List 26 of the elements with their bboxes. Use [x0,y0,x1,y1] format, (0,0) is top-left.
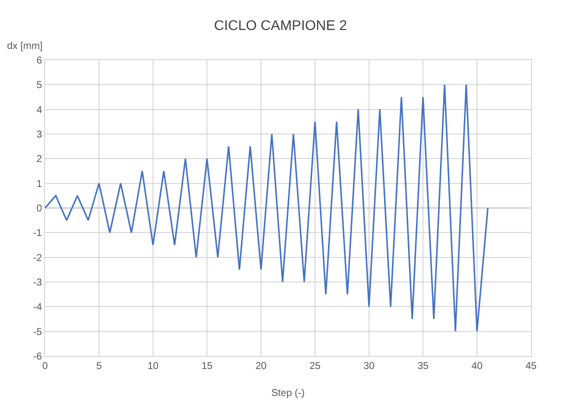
y-tick-label: 4 [36,104,42,116]
y-tick-label: -2 [33,252,42,264]
x-tick-label: 40 [471,361,483,372]
y-tick-label: -4 [33,302,42,314]
y-tick-label: -1 [33,228,42,240]
y-tick-label: 6 [36,56,42,66]
line-series [45,84,489,332]
y-tick-label: 2 [36,154,42,166]
x-tick-label: 10 [147,361,159,372]
y-axis-title: dx [mm] [7,41,43,52]
y-tick-label: 5 [36,80,42,92]
x-tick-label: 25 [309,361,321,372]
x-tick-label: 20 [255,361,267,372]
x-tick-label: 35 [417,361,429,372]
chart-title: CICLO CAMPIONE 2 [214,17,348,34]
y-tick-label: -6 [33,352,42,362]
x-tick-label: 15 [201,361,213,372]
x-tick-label: 5 [96,361,102,372]
x-axis-title: Step (-) [271,388,305,399]
y-tick-label: -3 [33,278,42,288]
y-tick-label: 3 [36,130,42,140]
x-tick-label: 30 [363,361,375,372]
x-tick-label: 45 [525,361,537,372]
y-tick-label: 0 [36,204,42,214]
y-tick-label: 1 [36,178,42,190]
y-tick-label: -5 [33,326,42,338]
